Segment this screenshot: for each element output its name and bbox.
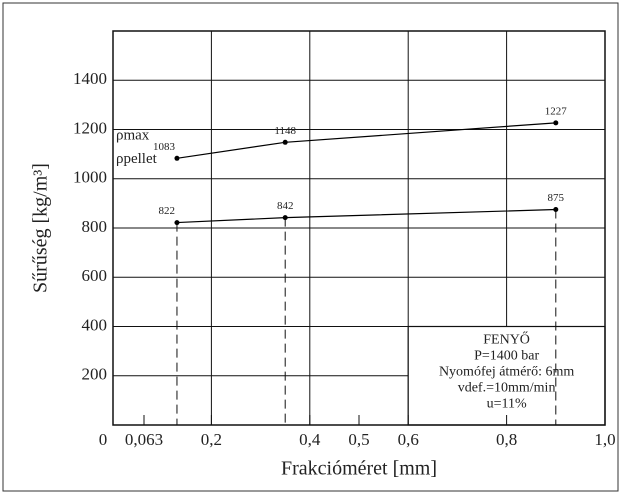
x-tick-label: 1,0 [594, 430, 615, 449]
y-tick-label: 1200 [73, 118, 107, 137]
series-name: ρpellet [116, 151, 158, 167]
x-tick-label: 0,063 [125, 430, 163, 449]
point [553, 120, 559, 126]
data-label: 875 [548, 192, 565, 204]
x-tick-label: 0,2 [201, 430, 222, 449]
point [553, 207, 559, 213]
data-label: 1148 [274, 125, 296, 137]
x-tick-label: 0,5 [348, 430, 369, 449]
y-axis-label: Sűrűség [kg/m³] [30, 163, 52, 293]
y-tick-label: 1400 [73, 69, 107, 88]
annotation-text: vdef.=10mm/min [458, 381, 556, 396]
point [174, 155, 180, 161]
series-line [176, 208, 556, 224]
data-label: 1083 [153, 141, 176, 153]
x-tick-label: 0 [99, 430, 108, 449]
annotation-text: P=1400 bar [474, 349, 539, 364]
point [174, 220, 180, 226]
x-tick-label: 0,8 [496, 430, 517, 449]
data-label: 822 [158, 205, 175, 217]
annotation-text: FENYŐ [483, 331, 530, 348]
y-tick-label: 400 [82, 315, 108, 334]
x-axis-label: Frakcióméret [mm] [281, 458, 437, 480]
annotation-text: Nyomófej átmérő: 6mm [439, 365, 574, 380]
y-tick-label: 200 [82, 365, 108, 384]
x-tick-label: 0,6 [398, 430, 419, 449]
data-label: 1227 [545, 105, 568, 117]
annotation-box [407, 325, 606, 426]
point [282, 139, 288, 145]
series-name: ρmax [116, 128, 150, 144]
series-line [176, 122, 556, 159]
data-label: 842 [277, 200, 294, 212]
y-tick-label: 1000 [73, 168, 107, 187]
point [282, 215, 288, 221]
x-tick-label: 0,4 [299, 430, 321, 449]
y-tick-label: 600 [82, 266, 108, 285]
y-tick-label: 800 [82, 217, 108, 236]
annotation-text: u=11% [487, 397, 527, 412]
